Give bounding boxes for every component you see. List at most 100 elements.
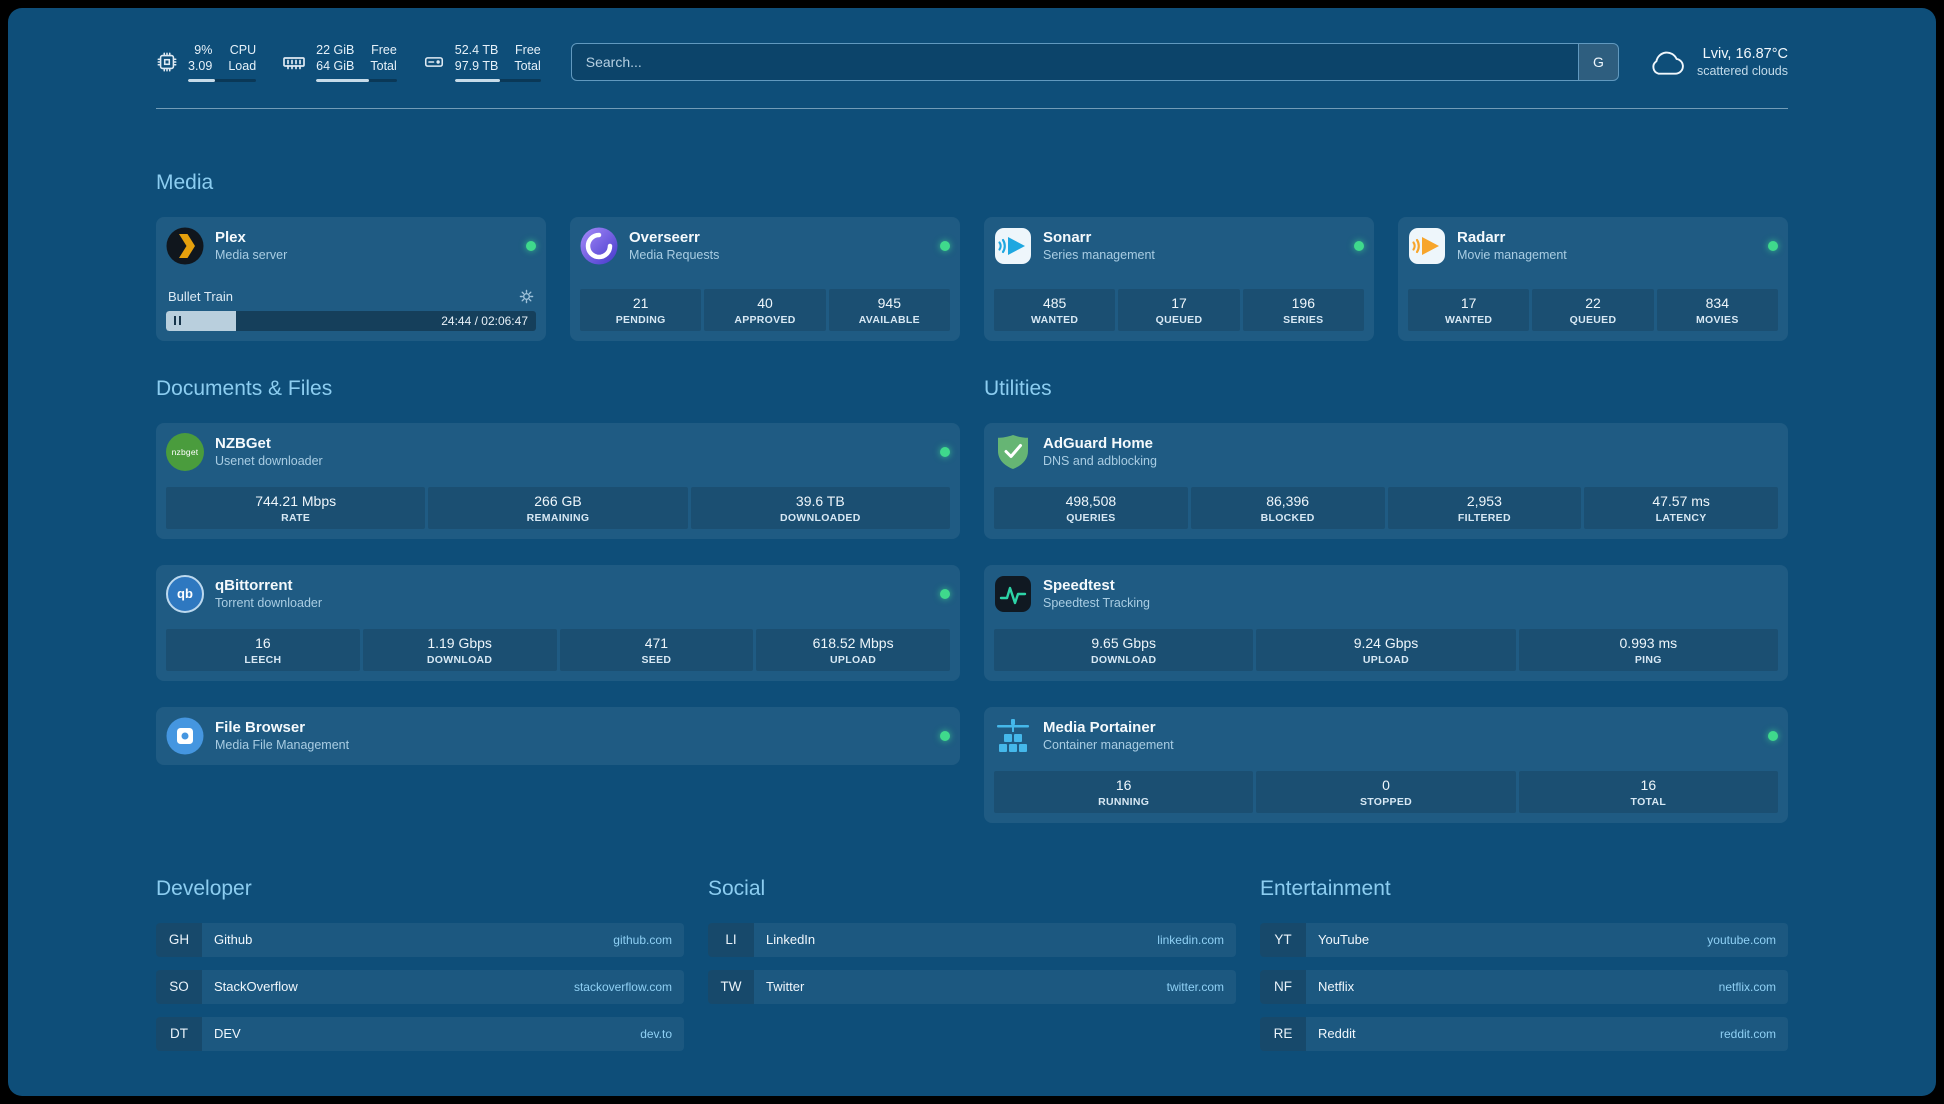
- memory-total-value: 64 GiB: [316, 59, 355, 74]
- load-label: Load: [228, 59, 257, 74]
- status-dot: [1768, 730, 1778, 741]
- bookmark-linkedin[interactable]: LI LinkedIn linkedin.com: [708, 922, 1236, 957]
- stat-latency: 47.57 ms LATENCY: [1584, 486, 1778, 529]
- total-label: Total: [370, 59, 397, 74]
- service-name: NZBGet: [215, 435, 271, 452]
- bookmark-name: Twitter: [766, 979, 805, 994]
- bookmark-abbr: DT: [156, 1016, 202, 1051]
- bookmark-name: Reddit: [1318, 1026, 1356, 1041]
- bookmark-url: stackoverflow.com: [573, 979, 672, 994]
- filebrowser-icon: [166, 717, 204, 755]
- sonarr-icon: [994, 227, 1032, 265]
- memory-progress-fill: [316, 78, 370, 82]
- bookmark-abbr: NF: [1260, 969, 1306, 1004]
- cpu-percent: 9%: [194, 43, 213, 57]
- stat-queries: 498,508 QUERIES: [994, 486, 1188, 529]
- section-title-documents: Documents & Files: [156, 376, 333, 400]
- service-card-filebrowser[interactable]: File Browser Media File Management: [156, 706, 960, 765]
- portainer-icon: [994, 717, 1032, 755]
- stat-wanted: 17 WANTED: [1408, 288, 1530, 331]
- stat-wanted: 485 WANTED: [994, 288, 1116, 331]
- service-card-speedtest[interactable]: Speedtest Speedtest Tracking 9.65 Gbps D…: [984, 564, 1788, 681]
- bookmark-dev[interactable]: DT DEV dev.to: [156, 1016, 684, 1051]
- bookmark-twitter[interactable]: TW Twitter twitter.com: [708, 969, 1236, 1004]
- service-card-adguard[interactable]: AdGuard Home DNS and adblocking 498,508 …: [984, 422, 1788, 539]
- bookmark-url: twitter.com: [1166, 979, 1224, 994]
- service-name: File Browser: [215, 719, 306, 736]
- bookmark-netflix[interactable]: NF Netflix netflix.com: [1260, 969, 1788, 1004]
- bookmark-name: DEV: [214, 1026, 241, 1041]
- search-provider-button[interactable]: G: [1577, 43, 1618, 80]
- memory-icon: [282, 50, 306, 74]
- service-card-overseerr[interactable]: Overseerr Media Requests 21 PENDING 40 A…: [570, 216, 960, 341]
- stat-total: 16 TOTAL: [1518, 770, 1778, 813]
- bookmark-abbr: RE: [1260, 1016, 1306, 1051]
- stat-approved: 40 APPROVED: [704, 288, 826, 331]
- now-playing-title: Bullet Train: [168, 288, 234, 304]
- free-label: Free: [371, 43, 397, 57]
- service-card-radarr[interactable]: Radarr Movie management 17 WANTED 22 QUE…: [1398, 216, 1788, 341]
- service-desc: Media Requests: [629, 248, 720, 262]
- dashboard-page: 9% 3.09 CPU Load: [8, 8, 1936, 1096]
- memory-free-value: 22 GiB: [316, 43, 355, 57]
- service-name: Sonarr: [1043, 229, 1092, 246]
- service-name: Radarr: [1457, 229, 1506, 246]
- stat-remaining: 266 GB REMAINING: [428, 486, 688, 529]
- bookmark-name: Netflix: [1318, 979, 1355, 994]
- service-card-plex[interactable]: Plex Media server Bullet Train: [156, 216, 546, 341]
- stat-stopped: 0 STOPPED: [1256, 770, 1516, 813]
- topbar-divider: [156, 107, 1788, 109]
- speedtest-icon: [994, 575, 1032, 613]
- service-card-sonarr[interactable]: Sonarr Series management 485 WANTED 17 Q…: [984, 216, 1374, 341]
- stat-available: 945 AVAILABLE: [828, 288, 950, 331]
- resource-widgets: 9% 3.09 CPU Load: [156, 42, 541, 82]
- service-desc: Torrent downloader: [215, 596, 323, 610]
- pause-icon[interactable]: [174, 316, 181, 325]
- cpu-widget: 9% 3.09 CPU Load: [156, 42, 257, 82]
- playback-progress-bar[interactable]: 24:44 / 02:06:47: [166, 310, 536, 331]
- section-title-entertainment: Entertainment: [1260, 876, 1391, 900]
- playback-progress-fill: [166, 310, 237, 331]
- bookmark-group-social: Social LI LinkedIn linkedin.com TW Twitt…: [708, 877, 1236, 1064]
- stat-queued: 22 QUEUED: [1532, 288, 1654, 331]
- cpu-load-value: 3.09: [188, 59, 213, 74]
- bookmark-url: reddit.com: [1719, 1026, 1776, 1041]
- disk-progress-bar: [454, 78, 541, 82]
- bookmark-github[interactable]: GH Github github.com: [156, 922, 684, 957]
- bookmark-abbr: TW: [708, 969, 754, 1004]
- stat-ping: 0.993 ms PING: [1518, 628, 1778, 671]
- cpu-progress-fill: [188, 78, 216, 82]
- status-dot: [940, 588, 950, 599]
- plex-icon: [166, 227, 204, 265]
- section-title-media: Media: [156, 170, 214, 194]
- bookmark-reddit[interactable]: RE Reddit reddit.com: [1260, 1016, 1788, 1051]
- bookmark-stackoverflow[interactable]: SO StackOverflow stackoverflow.com: [156, 969, 684, 1004]
- now-playing-widget: Bullet Train 24:44 / 02:06:47: [166, 289, 536, 331]
- bookmark-abbr: YT: [1260, 922, 1306, 957]
- weather-condition: scattered clouds: [1696, 63, 1788, 78]
- section-title-developer: Developer: [156, 876, 252, 900]
- service-desc: Usenet downloader: [215, 454, 323, 468]
- service-card-nzbget[interactable]: nzbget NZBGet Usenet downloader 744.21 M…: [156, 422, 960, 539]
- bookmark-group-developer: Developer GH Github github.com SO StackO…: [156, 877, 684, 1064]
- bookmark-abbr: SO: [156, 969, 202, 1004]
- service-desc: Speedtest Tracking: [1043, 596, 1151, 610]
- bookmark-group-entertainment: Entertainment YT YouTube youtube.com NF …: [1260, 877, 1788, 1064]
- service-card-qbittorrent[interactable]: qb qBittorrent Torrent downloader 16: [156, 564, 960, 681]
- bookmark-name: Github: [214, 932, 253, 947]
- cpu-icon: [156, 51, 178, 73]
- service-desc: Media server: [215, 248, 288, 262]
- service-desc: Container management: [1043, 738, 1174, 752]
- bookmark-youtube[interactable]: YT YouTube youtube.com: [1260, 922, 1788, 957]
- service-name: Speedtest: [1043, 577, 1115, 594]
- gear-icon[interactable]: [519, 289, 534, 304]
- stat-pending: 21 PENDING: [580, 288, 702, 331]
- search-input[interactable]: [571, 43, 1578, 80]
- stat-queued: 17 QUEUED: [1118, 288, 1240, 331]
- status-dot: [940, 730, 950, 741]
- search-bar: G: [570, 42, 1619, 81]
- service-card-portainer[interactable]: Media Portainer Container management 16 …: [984, 706, 1788, 823]
- disk-total-value: 97.9 TB: [454, 59, 499, 74]
- weather-widget[interactable]: Lviv, 16.87°C scattered clouds: [1649, 46, 1788, 78]
- stat-upload: 9.24 Gbps UPLOAD: [1256, 628, 1516, 671]
